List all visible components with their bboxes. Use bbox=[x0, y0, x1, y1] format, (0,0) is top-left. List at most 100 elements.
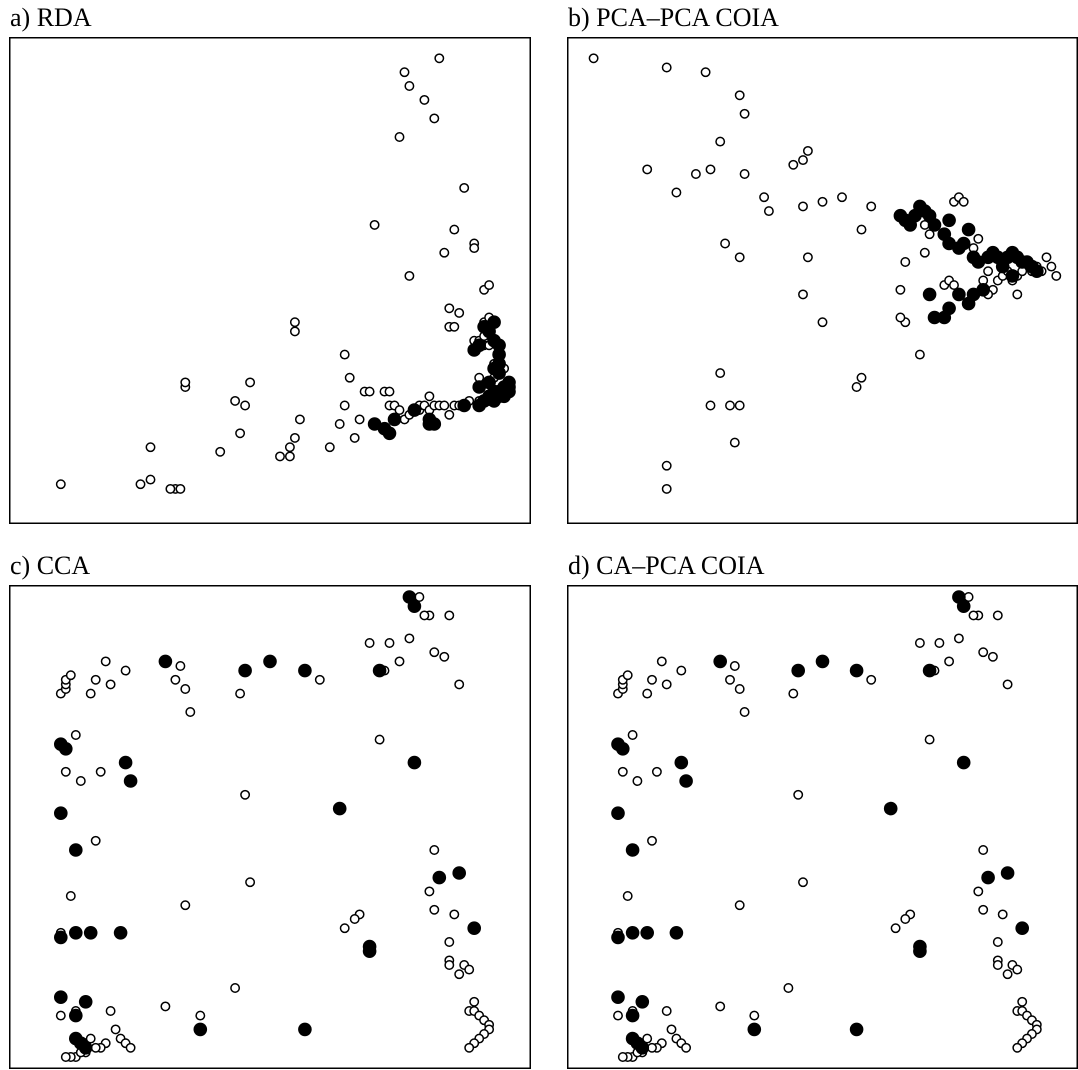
open-point-d-39 bbox=[968, 610, 979, 621]
filled-point-d-27 bbox=[747, 1022, 762, 1037]
open-point-a-26 bbox=[230, 395, 241, 406]
open-point-b-30 bbox=[661, 460, 672, 471]
open-point-c-7 bbox=[120, 665, 131, 676]
filled-point-d-23 bbox=[913, 944, 927, 958]
filled-point-b-35 bbox=[942, 301, 956, 316]
open-point-b-33 bbox=[851, 382, 862, 392]
open-point-c-8 bbox=[100, 656, 111, 667]
filled-point-d-21 bbox=[669, 926, 684, 940]
open-point-b-38 bbox=[895, 312, 906, 323]
panel-c-title: c) CCA bbox=[10, 551, 91, 580]
open-point-c-65 bbox=[110, 1024, 121, 1035]
open-point-d-6 bbox=[661, 679, 672, 690]
open-point-a-19 bbox=[354, 414, 365, 425]
filled-point-d-2 bbox=[674, 755, 689, 770]
open-point-b-13 bbox=[798, 201, 808, 212]
filled-point-c-12 bbox=[69, 843, 83, 857]
open-point-d-45 bbox=[973, 886, 984, 897]
filled-point-c-17 bbox=[467, 921, 482, 935]
filled-point-c-16 bbox=[452, 866, 467, 880]
open-point-c-80 bbox=[349, 914, 360, 924]
open-point-d-42 bbox=[978, 647, 989, 658]
open-point-c-44 bbox=[429, 845, 440, 855]
open-point-d-64 bbox=[1012, 1042, 1023, 1053]
filled-point-d-8 bbox=[922, 663, 937, 678]
filled-point-c-7 bbox=[298, 663, 312, 678]
open-point-a-7 bbox=[215, 446, 226, 457]
open-point-d-40 bbox=[992, 610, 1003, 621]
open-point-c-9 bbox=[90, 674, 101, 685]
open-point-b-8 bbox=[642, 164, 653, 175]
open-point-c-17 bbox=[55, 1010, 66, 1021]
open-point-a-18 bbox=[349, 432, 360, 443]
filled-point-d-6 bbox=[815, 654, 830, 669]
open-point-c-22 bbox=[180, 684, 191, 694]
open-point-d-78 bbox=[642, 1033, 653, 1044]
open-point-d-29 bbox=[783, 983, 794, 993]
open-point-c-71 bbox=[90, 1042, 101, 1053]
filled-point-a-32 bbox=[492, 357, 506, 371]
open-point-a-21 bbox=[339, 349, 350, 360]
open-point-c-10 bbox=[70, 730, 81, 740]
filled-point-d-4 bbox=[679, 774, 693, 788]
open-point-d-65 bbox=[666, 1024, 677, 1035]
open-point-d-26 bbox=[788, 688, 799, 699]
open-point-d-47 bbox=[992, 937, 1003, 947]
filled-point-d-7 bbox=[849, 663, 864, 678]
open-point-c-27 bbox=[240, 789, 251, 800]
open-point-a-29 bbox=[364, 386, 375, 397]
open-point-b-6 bbox=[705, 164, 716, 175]
filled-point-d-26 bbox=[625, 1008, 640, 1023]
open-point-c-53 bbox=[464, 964, 475, 975]
open-point-b-68 bbox=[1051, 270, 1062, 281]
open-point-d-7 bbox=[676, 665, 687, 676]
open-point-d-30 bbox=[866, 674, 877, 685]
open-point-a-9 bbox=[240, 400, 251, 411]
filled-point-d-20 bbox=[640, 926, 654, 940]
open-point-a-78 bbox=[439, 247, 450, 258]
open-point-c-20 bbox=[160, 1001, 171, 1012]
open-point-c-29 bbox=[230, 983, 241, 993]
open-point-b-1 bbox=[661, 62, 672, 73]
open-point-d-31 bbox=[924, 734, 935, 745]
open-point-d-27 bbox=[793, 789, 804, 800]
open-point-c-26 bbox=[235, 688, 246, 699]
filled-point-d-15 bbox=[981, 870, 995, 885]
open-point-d-14 bbox=[647, 835, 657, 846]
open-point-a-13 bbox=[289, 432, 300, 443]
filled-point-c-1 bbox=[59, 742, 73, 756]
open-point-a-11 bbox=[284, 451, 295, 462]
open-point-b-35 bbox=[900, 257, 911, 267]
open-point-a-81 bbox=[454, 307, 465, 318]
open-point-b-34 bbox=[856, 372, 867, 383]
open-point-d-32 bbox=[914, 638, 925, 648]
filled-point-c-21 bbox=[113, 926, 128, 940]
open-point-c-81 bbox=[339, 923, 350, 934]
open-point-c-40 bbox=[444, 610, 455, 621]
open-point-d-15 bbox=[622, 891, 633, 901]
scatter-panel-c bbox=[9, 585, 531, 1069]
scatter-panel-b bbox=[567, 37, 1078, 524]
open-point-d-23 bbox=[725, 674, 735, 685]
open-point-d-68 bbox=[681, 1042, 692, 1053]
open-point-c-43 bbox=[454, 679, 465, 690]
open-point-d-8 bbox=[656, 656, 667, 667]
open-point-a-17 bbox=[339, 400, 350, 411]
filled-point-a-33 bbox=[487, 315, 501, 330]
open-point-a-14 bbox=[294, 414, 305, 425]
panel-d-title: d) CA–PCA COIA bbox=[568, 551, 765, 580]
open-point-d-54 bbox=[1017, 996, 1028, 1007]
open-point-b-26 bbox=[715, 368, 726, 379]
open-point-c-51 bbox=[454, 969, 465, 980]
open-point-c-39 bbox=[419, 610, 430, 621]
open-point-d-49 bbox=[997, 909, 1008, 920]
open-point-a-4 bbox=[175, 483, 186, 494]
filled-point-c-23 bbox=[362, 944, 377, 958]
open-point-c-50 bbox=[444, 960, 455, 970]
open-point-b-36 bbox=[895, 284, 906, 295]
open-point-d-44 bbox=[978, 845, 989, 855]
open-point-d-11 bbox=[617, 766, 628, 777]
filled-point-a-4 bbox=[407, 403, 422, 417]
open-point-b-14 bbox=[788, 159, 799, 170]
filled-point-c-13 bbox=[332, 801, 347, 816]
